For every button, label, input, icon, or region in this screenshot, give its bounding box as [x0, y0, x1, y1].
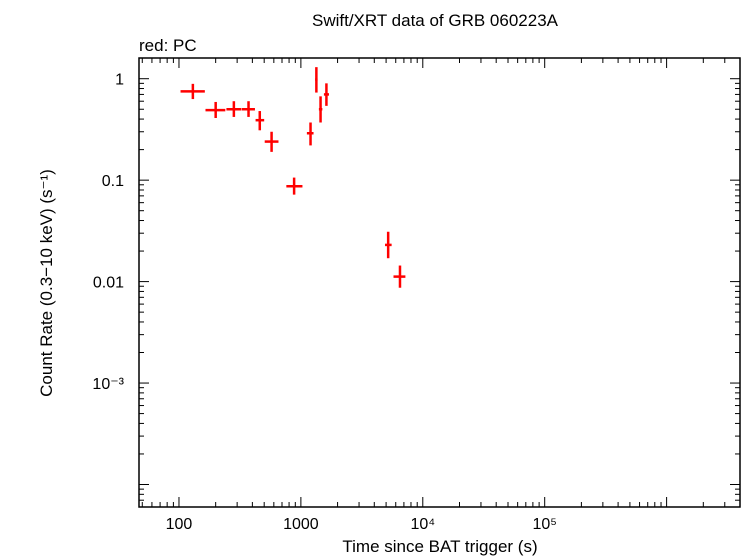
data-point: [393, 265, 406, 288]
x-tick-label: 100: [166, 516, 193, 533]
data-point: [205, 101, 226, 118]
y-tick-label: 0.1: [102, 173, 124, 190]
data-point: [306, 122, 314, 146]
data-point: [315, 67, 318, 93]
data-point: [385, 231, 392, 259]
data-layer: [180, 67, 406, 288]
y-tick-label: 1: [115, 72, 124, 89]
axes-layer: 100 1000 10⁴ 10⁵ 1 0.1 0.01 10⁻³: [92, 58, 741, 533]
data-point: [241, 101, 255, 117]
data-point: [255, 111, 265, 131]
x-axis-label: Time since BAT trigger (s): [342, 537, 537, 556]
chart-title: Swift/XRT data of GRB 060223A: [312, 11, 559, 30]
data-point: [226, 101, 242, 117]
x-tick-label: 10⁴: [410, 516, 435, 533]
data-point: [180, 83, 205, 100]
plot-frame: [138, 57, 741, 508]
data-point: [286, 177, 303, 195]
data-point: [264, 131, 279, 152]
chart-subtitle: red: PC: [139, 36, 197, 55]
data-point: [323, 83, 329, 106]
x-tick-label: 1000: [283, 516, 319, 533]
x-tick-label: 10⁵: [532, 516, 556, 533]
y-axis-label: Count Rate (0.3−10 keV) (s⁻¹): [37, 169, 56, 397]
data-point: [318, 96, 323, 123]
y-tick-label: 0.01: [93, 275, 124, 292]
y-tick-label: 10⁻³: [92, 376, 124, 393]
